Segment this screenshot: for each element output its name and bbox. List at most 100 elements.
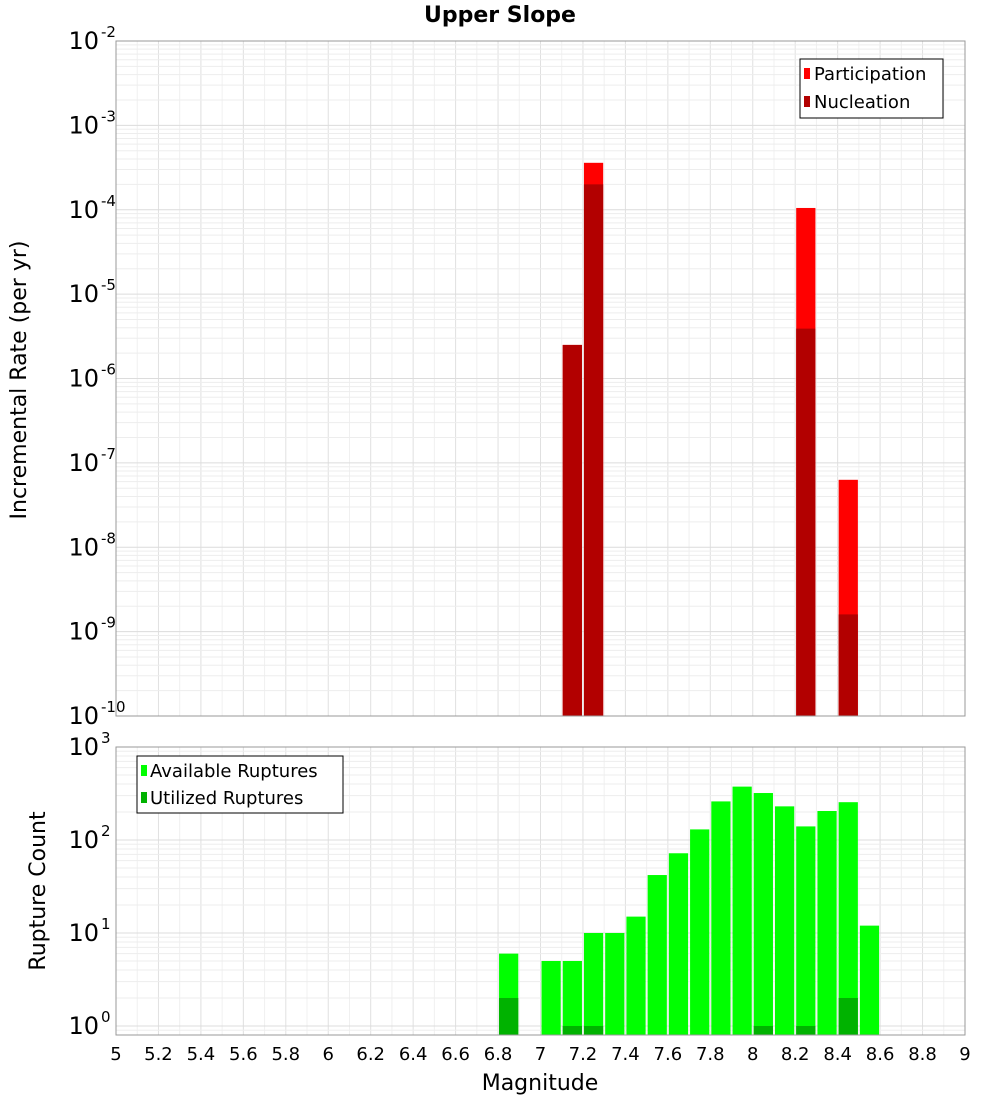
x-tick-labels: 5 5.2 5.4 5.6 5.8 6 6.2 6.4 6.6 6.8 7 7.2 7.4 7.6 7.8 8… (110, 1044, 970, 1065)
top-y-tick-exponent: -2 (101, 23, 116, 41)
x-tick-label: 7.6 (654, 1044, 683, 1065)
x-tick-label: 8.8 (908, 1044, 937, 1065)
bar-available-ruptures (796, 826, 816, 1035)
top-y-tick-base: 10 (68, 27, 99, 55)
top-y-tick-base: 10 (68, 111, 99, 139)
bar-nucleation (583, 184, 604, 717)
bar-utilized-ruptures (796, 1025, 816, 1035)
legend-swatch-available-ruptures (141, 765, 147, 776)
bar-available-ruptures (541, 960, 561, 1035)
bottom-legend-box (136, 755, 344, 814)
x-tick-label: 6.2 (356, 1044, 385, 1065)
top-y-tick-exponent: -7 (101, 445, 116, 463)
bottom-y-tick-base: 10 (68, 1012, 99, 1040)
legend-swatch-utilized-ruptures (141, 792, 147, 803)
x-tick-label: 6 (323, 1044, 334, 1065)
bar-available-ruptures (753, 793, 773, 1035)
legend-swatch-participation (804, 68, 810, 79)
top-y-tick-exponent: -8 (101, 529, 116, 547)
x-tick-label: 7.2 (569, 1044, 598, 1065)
bottom-y-tick-base: 10 (68, 733, 99, 761)
bar-utilized-ruptures (562, 1025, 582, 1035)
bar-available-ruptures (838, 802, 858, 1035)
bar-available-ruptures (711, 801, 731, 1035)
bar-available-ruptures (605, 932, 625, 1035)
top-y-tick-exponent: -5 (101, 276, 116, 294)
x-tick-label: 6.6 (441, 1044, 470, 1065)
bar-utilized-ruptures (753, 1025, 773, 1035)
bottom-y-tick-exponent: 3 (101, 729, 111, 747)
x-tick-label: 7 (535, 1044, 546, 1065)
top-y-tick-base: 10 (68, 702, 99, 730)
bottom-plot-frame (115, 746, 966, 1036)
top-y-tick-exponent: -4 (101, 192, 116, 210)
bar-utilized-ruptures (499, 997, 519, 1035)
x-tick-label: 8.2 (781, 1044, 810, 1065)
x-tick-label: 6.8 (484, 1044, 513, 1065)
legend-swatch-nucleation (804, 96, 810, 107)
top-y-axis-label: Incremental Rate (per yr) (7, 241, 32, 520)
bar-available-ruptures (817, 811, 837, 1035)
bar-available-ruptures (647, 875, 667, 1035)
x-tick-label: 8 (747, 1044, 758, 1065)
bar-available-ruptures (562, 960, 582, 1035)
x-tick-label: 8.4 (823, 1044, 852, 1065)
top-y-tick-base: 10 (68, 533, 99, 561)
legend-label-participation: Participation (814, 64, 926, 85)
top-y-tick-base: 10 (68, 280, 99, 308)
top-y-tick-exponent: -9 (101, 614, 116, 632)
bar-available-ruptures (690, 829, 710, 1035)
x-tick-label: 5.4 (187, 1044, 216, 1065)
bottom-y-tick-base: 10 (68, 826, 99, 854)
bar-available-ruptures (668, 853, 689, 1035)
top-y-tick-base: 10 (68, 365, 99, 393)
bar-nucleation (562, 344, 582, 716)
x-tick-label: 8.6 (866, 1044, 895, 1065)
bottom-y-tick-exponent: 2 (101, 822, 111, 840)
chart-title: Upper Slope (424, 3, 576, 28)
top-y-tick-base: 10 (68, 449, 99, 477)
x-tick-label: 7.4 (611, 1044, 640, 1065)
top-legend-box (799, 58, 944, 119)
bar-available-ruptures (859, 925, 880, 1035)
top-legend: Participation Nucleation (799, 58, 944, 119)
top-y-tick-exponent: -10 (101, 698, 126, 716)
top-y-tick-base: 10 (68, 618, 99, 646)
top-y-tick-exponent: -3 (101, 107, 116, 125)
top-y-tick-exponent: -6 (101, 361, 116, 379)
bottom-y-tick-exponent: 1 (101, 915, 111, 933)
x-tick-label: 7.8 (696, 1044, 725, 1065)
top-bars (562, 162, 858, 717)
x-tick-label: 5 (110, 1044, 121, 1065)
bottom-legend: Available Ruptures Utilized Ruptures (136, 755, 344, 814)
top-grid (115, 41, 966, 717)
x-tick-label: 5.8 (271, 1044, 300, 1065)
x-tick-label: 6.4 (399, 1044, 428, 1065)
legend-label-utilized-ruptures: Utilized Ruptures (150, 788, 303, 809)
bar-utilized-ruptures (838, 997, 858, 1035)
bar-available-ruptures (626, 916, 646, 1035)
x-tick-label: 5.6 (229, 1044, 258, 1065)
x-tick-label: 5.2 (144, 1044, 173, 1065)
bottom-bars (499, 786, 880, 1035)
bar-available-ruptures (583, 932, 604, 1035)
legend-label-available-ruptures: Available Ruptures (150, 761, 318, 782)
bar-nucleation (838, 614, 858, 716)
bottom-y-axis-label: Rupture Count (26, 811, 51, 971)
bottom-y-tick-base: 10 (68, 919, 99, 947)
top-plot-frame (115, 40, 966, 717)
bar-available-ruptures (732, 786, 752, 1035)
x-axis-label: Magnitude (482, 1071, 599, 1096)
legend-label-nucleation: Nucleation (814, 92, 910, 113)
bar-nucleation (796, 328, 816, 716)
top-y-tick-base: 10 (68, 196, 99, 224)
bar-available-ruptures (774, 806, 795, 1035)
bottom-y-tick-exponent: 0 (101, 1008, 111, 1026)
x-tick-label: 9 (959, 1044, 970, 1065)
bar-utilized-ruptures (583, 1025, 604, 1035)
